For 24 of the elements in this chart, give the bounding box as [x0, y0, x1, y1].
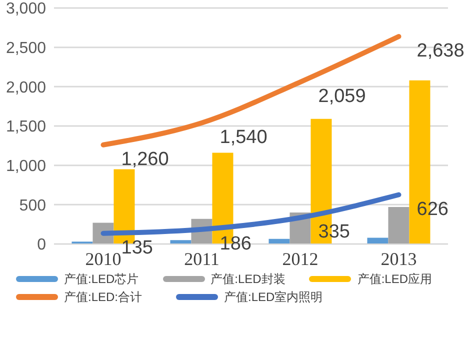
data-label: 2,638: [416, 40, 464, 62]
legend-label: 产值:LED室内照明: [224, 288, 323, 306]
data-label: 186: [220, 233, 252, 254]
y-tick-label: 1,000: [6, 158, 46, 176]
x-tick-label: 2012: [282, 248, 318, 269]
bar: [388, 207, 410, 244]
bar: [367, 238, 388, 244]
data-label: 135: [121, 237, 153, 258]
y-tick-label: 3,000: [6, 0, 46, 18]
legend-label: 产值:LED:合计: [64, 288, 142, 306]
x-tick-label: 2013: [380, 248, 417, 269]
data-label: 1,540: [220, 126, 268, 148]
y-tick-label: 2,000: [6, 79, 46, 96]
x-tick-label: 2011: [184, 248, 220, 269]
y-tick-label: 0: [37, 236, 46, 254]
data-label: 2,059: [318, 86, 366, 108]
x-tick-label: 2010: [85, 248, 122, 269]
y-tick-label: 1,500: [6, 118, 46, 136]
y-tick-label: 2,500: [6, 40, 46, 58]
legend-label: 产值:LED封装: [210, 270, 286, 288]
legend-label: 产值:LED应用: [357, 270, 432, 288]
y-tick-label: 500: [19, 197, 46, 214]
data-label: 1,260: [121, 148, 169, 170]
legend-label: 产值:LED芯片: [64, 270, 139, 288]
